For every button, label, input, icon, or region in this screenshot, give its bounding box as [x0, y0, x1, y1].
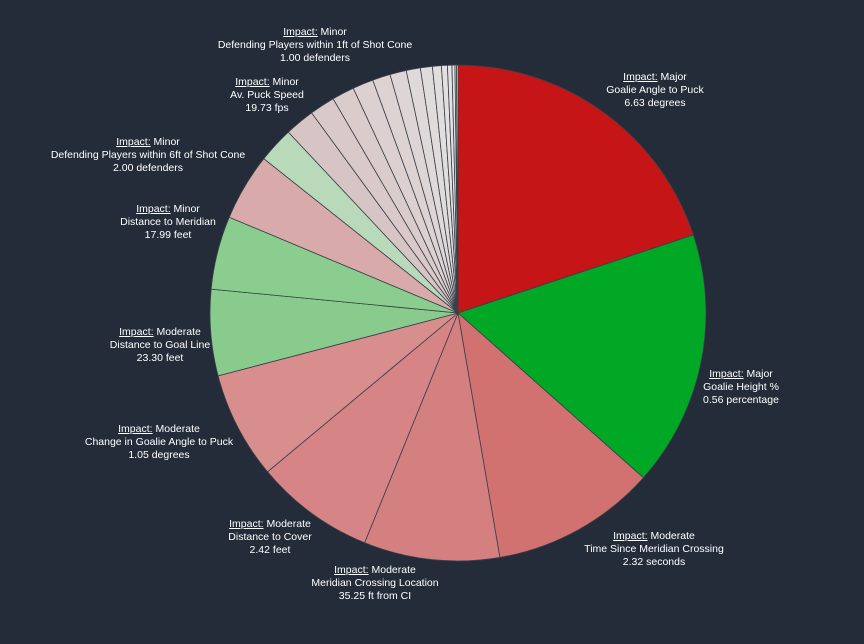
impact-level: Moderate	[152, 423, 200, 435]
impact-key: Impact:	[283, 26, 318, 38]
slice-impact: Impact: Minor	[218, 26, 412, 39]
slice-feature: Goalie Height %	[703, 381, 779, 393]
slice-feature: Change in Goalie Angle to Puck	[84, 436, 234, 448]
slice-label: Impact: Moderate Change in Goalie Angle t…	[85, 423, 233, 462]
impact-key: Impact:	[118, 423, 153, 435]
slice-feature: Time Since Meridian Crossing	[584, 543, 724, 555]
slice-value: 6.63 degrees	[624, 97, 686, 109]
impact-level: Moderate	[153, 326, 201, 338]
pie-slice[interactable]	[456, 64, 459, 314]
slice-impact: Impact: Moderate	[228, 518, 311, 531]
slice-feature: Meridian Crossing Location	[311, 577, 439, 589]
slice-value: 19.73 fps	[245, 102, 289, 114]
slice-impact: Impact: Minor	[51, 136, 245, 149]
pie-slice[interactable]	[364, 311, 501, 562]
impact-key: Impact:	[235, 76, 270, 88]
pie-slice[interactable]	[457, 234, 707, 479]
slice-label: Impact: Moderate Distance to Goal Line 23.…	[110, 326, 210, 365]
impact-key: Impact:	[116, 136, 151, 148]
impact-key: Impact:	[119, 326, 154, 338]
slice-label: Impact: Moderate Meridian Crossing Locati…	[311, 564, 438, 603]
impact-key: Impact:	[623, 71, 658, 83]
slice-label: Impact: Minor Defending Players within 6f…	[51, 136, 245, 175]
impact-key: Impact:	[709, 368, 744, 380]
slice-feature: Defending Players within 1ft of Shot Con…	[217, 39, 413, 51]
impact-key: Impact:	[613, 530, 648, 542]
impact-level: Minor	[269, 76, 299, 88]
impact-key: Impact:	[334, 564, 369, 576]
slice-value: 2.32 seconds	[622, 556, 686, 568]
impact-level: Moderate	[368, 564, 416, 576]
impact-level: Minor	[170, 203, 200, 215]
pie-slice[interactable]	[266, 312, 459, 544]
slice-value: 23.30 feet	[136, 352, 184, 364]
slice-impact: Impact: Major	[703, 368, 779, 381]
pie-slice[interactable]	[457, 64, 694, 314]
slice-value: 1.05 degrees	[128, 449, 190, 461]
slice-impact: Impact: Moderate	[311, 564, 438, 577]
slice-feature: Defending Players within 6ft of Shot Con…	[50, 149, 246, 161]
slice-impact: Impact: Minor	[120, 203, 216, 216]
slice-impact: Impact: Moderate	[110, 326, 210, 339]
impact-key: Impact:	[229, 518, 264, 530]
slice-label: Impact: Moderate Time Since Meridian Cros…	[584, 530, 724, 569]
pie-slice[interactable]	[457, 311, 644, 558]
slice-value: 2.00 defenders	[112, 162, 184, 174]
impact-level: Minor	[150, 136, 180, 148]
slice-impact: Impact: Moderate	[584, 530, 724, 543]
slice-feature: Av. Puck Speed	[230, 89, 304, 101]
slice-feature: Distance to Goal Line	[109, 339, 211, 351]
slice-impact: Impact: Moderate	[85, 423, 233, 436]
slice-feature: Goalie Angle to Puck	[606, 84, 704, 96]
slice-label: Impact: Major Goalie Height % 0.56 percent…	[703, 368, 779, 407]
impact-level: Minor	[317, 26, 347, 38]
slice-label: Impact: Minor Av. Puck Speed 19.73 fps	[230, 76, 304, 115]
pie-slice[interactable]	[217, 312, 459, 473]
slice-value: 0.56 percentage	[703, 394, 779, 406]
slice-feature: Distance to Meridian	[120, 216, 216, 228]
slice-label: Impact: Minor Defending Players within 1f…	[218, 26, 412, 65]
impact-level: Major	[743, 368, 773, 380]
impact-level: Moderate	[647, 530, 695, 542]
slice-impact: Impact: Major	[606, 71, 703, 84]
slice-label: Impact: Moderate Distance to Cover 2.42 fe…	[228, 518, 311, 557]
slice-value: 35.25 ft from CI	[338, 590, 412, 602]
slice-value: 17.99 feet	[144, 229, 192, 241]
slice-value: 1.00 defenders	[279, 52, 351, 64]
impact-key: Impact:	[136, 203, 171, 215]
impact-level: Moderate	[263, 518, 311, 530]
slice-feature: Distance to Cover	[228, 531, 312, 543]
impact-level: Major	[657, 71, 687, 83]
slice-label: Impact: Minor Distance to Meridian 17.99 f…	[120, 203, 216, 242]
slice-label: Impact: Major Goalie Angle to Puck 6.63 de…	[606, 71, 703, 110]
slice-impact: Impact: Minor	[230, 76, 304, 89]
slice-value: 2.42 feet	[249, 544, 291, 556]
